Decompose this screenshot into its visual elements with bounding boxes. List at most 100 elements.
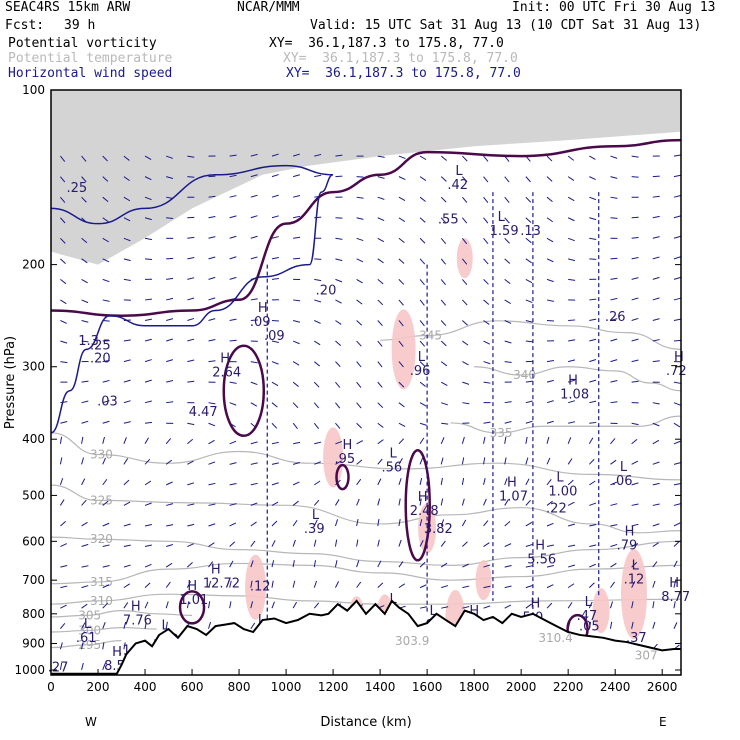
wind-vector: [229, 503, 237, 506]
pv-value-label: .25: [90, 338, 111, 353]
wind-vector: [60, 361, 68, 364]
wind-vector: [313, 602, 320, 609]
wind-vector: [588, 621, 592, 629]
wind-vector: [313, 539, 317, 547]
wind-vector: [250, 174, 258, 178]
theta-contour-label: 295: [78, 638, 101, 652]
wind-vector: [81, 662, 84, 670]
pv-value-label: 1.3: [78, 334, 99, 349]
pv-contour-loop: [222, 344, 266, 437]
wind-vector: [462, 541, 468, 547]
wind-vector: [166, 297, 174, 301]
pv-extremum-marker: H: [211, 562, 221, 577]
wind-vector: [567, 155, 574, 161]
pv-value-label: .22: [546, 501, 567, 516]
wind-vector: [356, 581, 362, 588]
wind-vector: [525, 420, 533, 424]
wind-vector: [271, 194, 279, 198]
wind-vector: [398, 155, 406, 160]
wind-vector: [377, 196, 385, 200]
wind-vector: [546, 196, 553, 202]
wind-vector: [567, 176, 575, 182]
wind-vector: [123, 602, 129, 609]
wind-vector: [461, 498, 465, 506]
wind-vector: [102, 420, 110, 424]
pv-contour-loop: [335, 463, 350, 491]
wind-vector: [588, 437, 594, 445]
wind-vector: [166, 401, 174, 404]
field-xy-theta: XY= 36.1,187.3 to 175.8, 77.0: [283, 51, 518, 66]
wind-vector: [144, 480, 152, 486]
wind-vector: [356, 258, 364, 263]
wind-vector: [377, 217, 385, 222]
wind-vector: [525, 380, 533, 383]
wind-vector: [123, 196, 131, 202]
wind-vector: [525, 340, 533, 343]
wind-vector: [60, 217, 66, 224]
wind-vector: [166, 176, 174, 179]
wind-vector: [461, 217, 468, 224]
wind-vector: [631, 422, 639, 426]
wind-vector: [377, 340, 383, 347]
wind-vector: [398, 217, 406, 223]
wind-vector: [567, 602, 573, 609]
wind-vector: [504, 340, 512, 344]
wind-vector: [293, 320, 301, 323]
wind-vector: [673, 235, 681, 239]
wind-vector: [187, 422, 195, 426]
wind-vector: [356, 340, 362, 347]
wind-vector: [102, 196, 109, 203]
wind-vector: [589, 421, 597, 424]
x-tick-label: 200: [87, 680, 110, 694]
wind-vector: [60, 401, 68, 404]
wind-vector: [166, 155, 173, 159]
wind-vector: [81, 499, 87, 506]
wind-vector: [59, 642, 63, 650]
wind-vector: [187, 277, 195, 280]
wind-vector: [673, 601, 676, 609]
wind-vector: [440, 361, 448, 367]
wind-vector: [187, 543, 194, 547]
theta-contour: [474, 366, 681, 392]
y-axis-label: Pressure (hPa): [3, 336, 18, 429]
wind-vector: [631, 482, 639, 486]
wind-vector: [250, 215, 258, 219]
pv-value-label: 2.64: [212, 366, 241, 381]
wind-vector: [377, 498, 381, 506]
wind-vector: [652, 580, 656, 588]
wind-vector: [102, 278, 110, 283]
theta-contour: [51, 593, 681, 605]
wind-vector: [546, 436, 550, 444]
pv-value-label: .47: [577, 609, 598, 624]
wind-vector: [250, 540, 256, 547]
x-tick-label: 600: [181, 680, 204, 694]
wind-vector: [208, 360, 216, 363]
wind-vector: [123, 155, 130, 161]
wind-vector: [589, 338, 597, 342]
wind-vector: [356, 478, 362, 486]
wind-vector: [610, 217, 618, 219]
wind-vector: [483, 605, 491, 609]
wind-vector: [293, 441, 301, 445]
wind-vector: [271, 540, 276, 547]
wind-vector: [546, 479, 552, 486]
wind-vector: [377, 258, 384, 264]
wind-vector: [187, 236, 195, 239]
wind-vector: [419, 279, 425, 286]
wind-vector: [652, 339, 660, 342]
wind-vector: [398, 561, 404, 568]
wind-vector: [314, 258, 322, 260]
wind-vector: [60, 299, 67, 305]
wind-vector: [525, 603, 532, 609]
wind-vector: [208, 402, 216, 405]
wind-vector: [123, 479, 130, 486]
x-tick-label: 1200: [318, 680, 349, 694]
wind-vector: [377, 176, 385, 179]
wind-vector: [589, 318, 597, 321]
wind-vector: [292, 500, 299, 506]
wind-vector: [440, 196, 447, 203]
wind-vector: [483, 421, 491, 424]
theta-contour: [51, 432, 681, 481]
wind-vector: [102, 478, 108, 486]
wind-vector: [208, 601, 211, 609]
